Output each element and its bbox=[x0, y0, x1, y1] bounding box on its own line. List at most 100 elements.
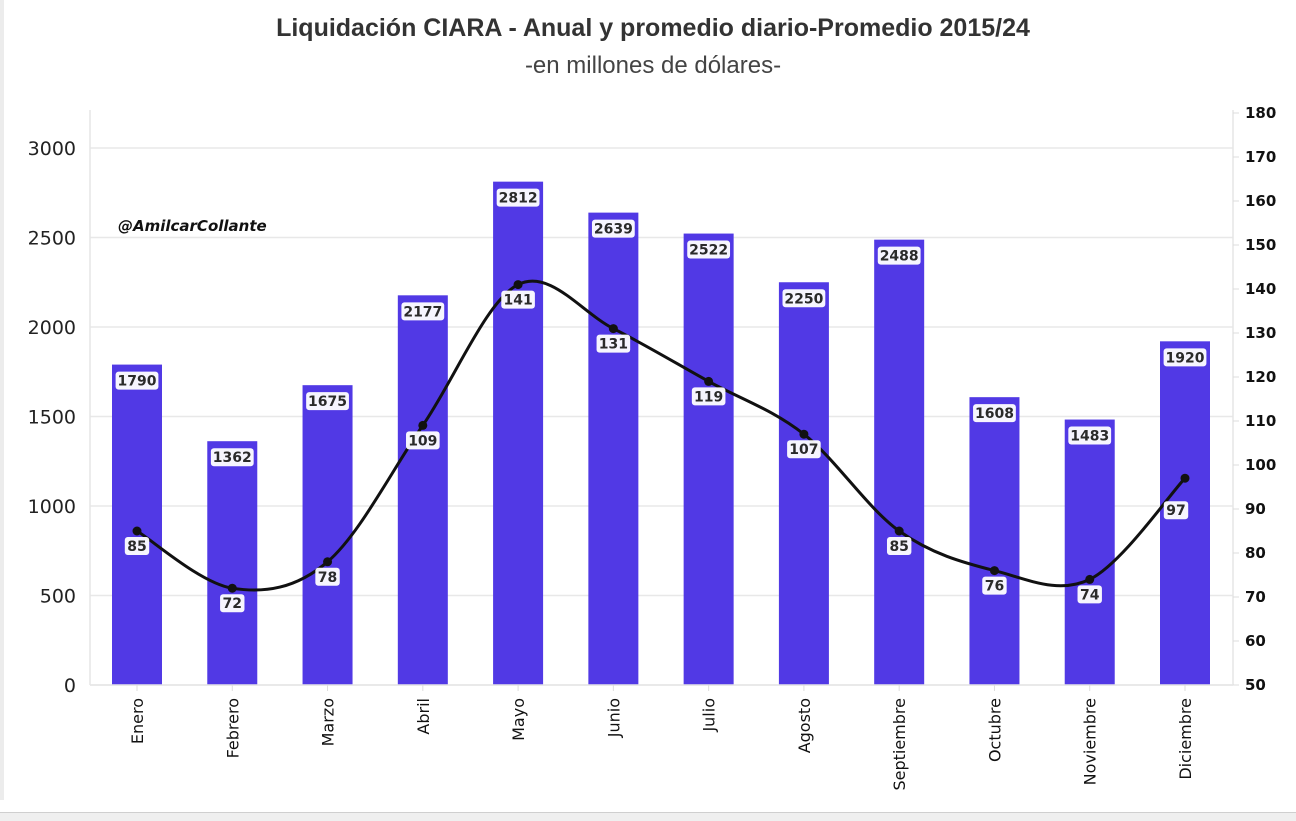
bar-label-agosto: 2250 bbox=[782, 289, 826, 308]
line-label-noviembre: 74 bbox=[1077, 585, 1102, 604]
bar-label-octubre-text: 1608 bbox=[975, 406, 1014, 422]
line-label-enero-bg bbox=[124, 537, 150, 555]
bar-label-noviembre-text: 1483 bbox=[1070, 429, 1109, 445]
line-label-enero: 85 bbox=[124, 537, 150, 555]
bar-label-febrero: 1362 bbox=[210, 448, 254, 467]
x-tick-agosto: Agosto bbox=[795, 698, 814, 753]
y-right-tick-180: 180 bbox=[1245, 104, 1276, 122]
line-label-febrero-bg bbox=[220, 594, 245, 613]
line-point-marzo bbox=[323, 557, 333, 567]
line-point-julio bbox=[704, 376, 714, 386]
y-right-tick-80: 80 bbox=[1245, 544, 1266, 562]
bar-noviembre bbox=[1064, 419, 1115, 685]
bar-label-abril-text: 2177 bbox=[403, 304, 442, 320]
line-label-agosto-bg bbox=[787, 440, 821, 459]
line-label-marzo-text: 78 bbox=[318, 570, 337, 586]
bar-label-febrero-bg bbox=[210, 448, 254, 467]
gridlines bbox=[90, 147, 1233, 686]
line-label-enero-text: 85 bbox=[127, 539, 146, 555]
line-label-junio: 131 bbox=[596, 334, 631, 353]
bar-mayo bbox=[493, 181, 544, 686]
line-label-junio-text: 131 bbox=[599, 337, 628, 353]
line-label-marzo-bg bbox=[315, 567, 340, 586]
line-series bbox=[132, 279, 1190, 593]
data-labels: 1790 1362 1675 2177 2812 2639 2522 2250 2488 1608… bbox=[115, 188, 1207, 613]
bar-label-noviembre: 1483 bbox=[1068, 426, 1112, 445]
bar-label-diciembre: 1920 bbox=[1163, 348, 1207, 367]
line-label-junio-bg bbox=[596, 334, 631, 353]
line-label-octubre: 76 bbox=[982, 576, 1007, 595]
bar-junio bbox=[588, 212, 639, 685]
bar-label-julio-text: 2522 bbox=[689, 243, 728, 259]
line-label-septiembre-bg bbox=[886, 537, 912, 555]
bar-label-julio-bg bbox=[687, 240, 731, 259]
bar-octubre bbox=[969, 397, 1020, 685]
bar-label-enero-text: 1790 bbox=[118, 374, 157, 390]
bar-label-marzo: 1675 bbox=[306, 392, 349, 411]
line-label-noviembre-text: 74 bbox=[1080, 587, 1100, 603]
y-right-tick-140: 140 bbox=[1245, 280, 1276, 298]
line-point-mayo bbox=[513, 280, 523, 290]
y-right-tick-70: 70 bbox=[1245, 588, 1266, 606]
x-tick-mayo: Mayo bbox=[509, 698, 528, 741]
watermark: @AmilcarCollante bbox=[118, 217, 267, 235]
bar-label-mayo: 2812 bbox=[496, 188, 540, 207]
frame-left-edge bbox=[0, 0, 4, 800]
y-right-tick-170: 170 bbox=[1245, 148, 1276, 166]
bar-label-abril-bg bbox=[401, 302, 445, 321]
line-point-febrero bbox=[227, 583, 237, 593]
x-tick-marzo: Marzo bbox=[319, 698, 338, 746]
y-right-tick-90: 90 bbox=[1245, 500, 1266, 518]
x-tick-abril: Abril bbox=[414, 698, 433, 735]
y-right-tick-150: 150 bbox=[1245, 236, 1276, 254]
line-point-diciembre bbox=[1180, 473, 1190, 483]
y-right-tick-60: 60 bbox=[1245, 632, 1266, 650]
line-point-abril bbox=[418, 420, 428, 430]
line-point-junio bbox=[608, 324, 618, 334]
bar-label-abril: 2177 bbox=[401, 302, 445, 321]
line-label-julio-bg bbox=[691, 387, 726, 406]
y-left-tick-500: 500 bbox=[40, 586, 76, 608]
x-tick-diciembre: Diciembre bbox=[1176, 698, 1195, 780]
line-point-enero bbox=[132, 526, 142, 536]
line-label-mayo: 141 bbox=[501, 290, 535, 309]
x-tick-febrero: Febrero bbox=[223, 698, 242, 758]
line-point-noviembre bbox=[1085, 574, 1095, 584]
y-right-tick-160: 160 bbox=[1245, 192, 1276, 210]
bar-label-marzo-text: 1675 bbox=[308, 394, 347, 410]
bar-label-junio: 2639 bbox=[591, 219, 635, 238]
y-left-tick-1500: 1500 bbox=[28, 407, 76, 429]
line-label-abril-bg bbox=[406, 431, 440, 450]
bar-label-octubre: 1608 bbox=[973, 404, 1016, 423]
y-left-tick-3000: 3000 bbox=[28, 138, 76, 160]
bar-label-febrero-text: 1362 bbox=[213, 450, 252, 466]
bar-marzo bbox=[302, 385, 353, 685]
line-label-noviembre-bg bbox=[1077, 585, 1102, 604]
bar-febrero bbox=[207, 441, 258, 685]
x-tick-septiembre: Septiembre bbox=[890, 698, 909, 791]
line-label-abril: 109 bbox=[406, 431, 440, 450]
line-label-marzo: 78 bbox=[315, 567, 340, 586]
bar-label-mayo-text: 2812 bbox=[499, 191, 538, 207]
bar-julio bbox=[683, 233, 734, 685]
line-point-septiembre bbox=[894, 526, 904, 536]
bar-abril bbox=[397, 295, 448, 685]
chart-title: Liquidación CIARA - Anual y promedio dia… bbox=[276, 14, 1030, 42]
y-right-tick-130: 130 bbox=[1245, 324, 1276, 342]
bar-label-mayo-bg bbox=[496, 188, 540, 207]
bar-label-septiembre: 2488 bbox=[877, 246, 921, 265]
bar-agosto bbox=[778, 282, 829, 685]
bar-label-agosto-text: 2250 bbox=[784, 291, 823, 307]
y-right-tick-110: 110 bbox=[1245, 412, 1276, 430]
line-label-diciembre: 97 bbox=[1163, 501, 1189, 520]
x-tick-julio: Julio bbox=[700, 698, 719, 733]
line-label-julio-text: 119 bbox=[694, 389, 723, 405]
line-label-febrero-text: 72 bbox=[223, 596, 242, 612]
bar-label-noviembre-bg bbox=[1068, 426, 1112, 445]
y-right-tick-100: 100 bbox=[1245, 456, 1276, 474]
y-left-tick-0: 0 bbox=[64, 675, 76, 697]
bar-label-septiembre-bg bbox=[877, 246, 921, 265]
bar-label-julio: 2522 bbox=[687, 240, 731, 259]
bar-label-enero: 1790 bbox=[115, 371, 159, 390]
